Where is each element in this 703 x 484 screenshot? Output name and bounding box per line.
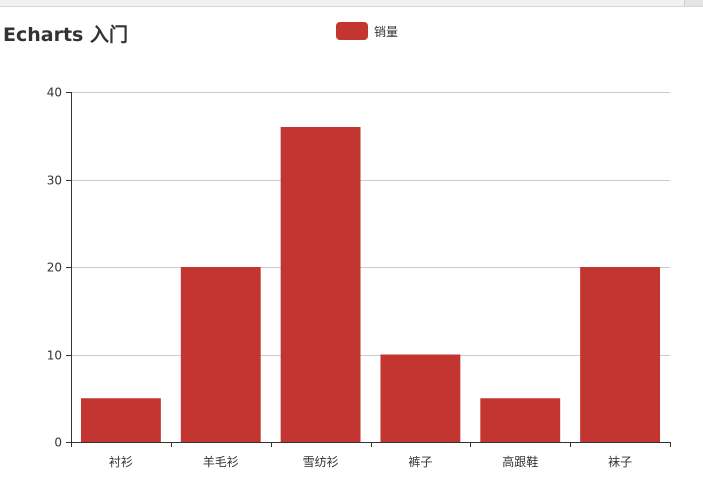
y-tick-label-10: 10 bbox=[47, 349, 62, 363]
chart-title: Echarts 入门 bbox=[3, 24, 128, 46]
scrollbar-corner bbox=[684, 0, 703, 6]
y-tick-label-0: 0 bbox=[54, 436, 62, 450]
browser-top-edge bbox=[0, 0, 703, 7]
x-tick-label-3: 雪纺衫 bbox=[303, 455, 339, 469]
x-tick-label-4: 裤子 bbox=[408, 455, 432, 469]
y-tick-label-40: 40 bbox=[47, 86, 62, 100]
x-tick-label-6: 袜子 bbox=[608, 455, 632, 469]
axes bbox=[66, 92, 671, 447]
bar-6[interactable] bbox=[580, 267, 661, 442]
y-tick-label-20: 20 bbox=[47, 261, 62, 275]
legend-label: 销量 bbox=[374, 24, 399, 39]
bar-4[interactable] bbox=[380, 354, 461, 443]
bar-2[interactable] bbox=[180, 267, 261, 442]
bars bbox=[80, 127, 661, 443]
y-tick-label-30: 30 bbox=[47, 174, 62, 188]
x-tick-label-5: 高跟鞋 bbox=[502, 454, 538, 469]
legend-item-sales[interactable]: 销量 bbox=[336, 22, 398, 40]
x-tick-label-2: 羊毛衫 bbox=[203, 454, 239, 469]
bar-3[interactable] bbox=[280, 127, 361, 442]
tick-labels: 0 10 20 30 40 衬衫 羊毛衫 雪纺衫 裤子 高跟鞋 袜子 bbox=[47, 86, 632, 470]
bar-1[interactable] bbox=[80, 398, 161, 442]
bar-5[interactable] bbox=[480, 398, 561, 442]
grid-lines bbox=[71, 92, 670, 356]
legend-swatch bbox=[336, 22, 368, 40]
x-tick-label-1: 衬衫 bbox=[109, 455, 133, 469]
